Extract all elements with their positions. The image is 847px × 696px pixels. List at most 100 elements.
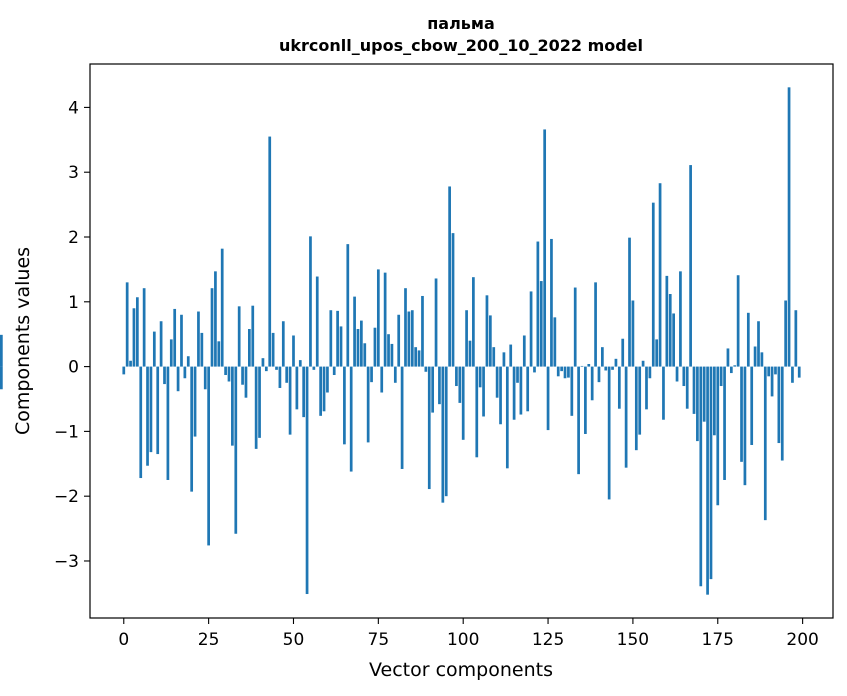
x-axis-label: Vector components bbox=[369, 659, 553, 681]
bar-182 bbox=[740, 366, 743, 462]
bar-37 bbox=[248, 329, 251, 367]
bar-174 bbox=[713, 366, 716, 436]
bar-130 bbox=[563, 366, 567, 379]
bar-56 bbox=[312, 366, 316, 370]
bar-128 bbox=[556, 366, 560, 377]
bar-112 bbox=[502, 352, 506, 367]
bar-76 bbox=[380, 366, 384, 393]
bar-143 bbox=[607, 366, 611, 500]
bar-53 bbox=[302, 366, 306, 418]
bar-114 bbox=[509, 344, 513, 367]
bar-16 bbox=[176, 366, 180, 392]
bar-154 bbox=[645, 366, 648, 410]
bar-54 bbox=[305, 366, 309, 595]
bar-13 bbox=[166, 366, 170, 480]
bar-189 bbox=[763, 366, 767, 521]
bar-176 bbox=[719, 366, 723, 387]
bar-75 bbox=[376, 269, 380, 367]
bar-179 bbox=[729, 366, 733, 374]
bar-126 bbox=[550, 238, 553, 367]
x-tick-label: 100 bbox=[447, 630, 479, 650]
y-tick-label: 0 bbox=[68, 358, 79, 378]
bar-31 bbox=[227, 366, 231, 382]
bar-193 bbox=[777, 366, 781, 444]
bar-191 bbox=[770, 366, 774, 397]
bar-39 bbox=[254, 366, 258, 449]
bar-55 bbox=[309, 236, 312, 367]
bar-63 bbox=[336, 310, 339, 367]
bar-110 bbox=[495, 366, 499, 398]
bar-121 bbox=[533, 366, 536, 373]
bar-195 bbox=[784, 300, 788, 367]
bar-99 bbox=[458, 366, 462, 403]
bar-40 bbox=[258, 366, 261, 438]
bar-183 bbox=[743, 366, 747, 486]
bar-177 bbox=[723, 366, 726, 480]
y-axis-label: Components values bbox=[12, 247, 34, 435]
x-tick-label: 125 bbox=[532, 630, 564, 650]
bar-175 bbox=[716, 366, 720, 506]
bar-131 bbox=[567, 366, 570, 378]
bar-30 bbox=[224, 366, 227, 376]
bar-51 bbox=[295, 366, 299, 410]
bar-72 bbox=[366, 366, 370, 443]
bar-87 bbox=[417, 350, 421, 367]
bar-160 bbox=[665, 275, 669, 367]
bar-33 bbox=[234, 366, 238, 534]
bar-90 bbox=[427, 366, 431, 490]
x-axis-ticks: 0 25 50 75 100 125 150 175 200 bbox=[118, 618, 819, 650]
bar-140 bbox=[597, 366, 601, 383]
bar-8 bbox=[149, 366, 153, 453]
bar-161 bbox=[668, 294, 672, 367]
bar-3 bbox=[132, 308, 136, 367]
bar-50 bbox=[292, 335, 295, 367]
chart-title-line1: пальма bbox=[427, 14, 495, 33]
bar-194 bbox=[780, 366, 784, 461]
bar-150 bbox=[631, 300, 635, 367]
bar-82 bbox=[400, 366, 404, 469]
x-tick-label: 150 bbox=[617, 630, 649, 650]
bar-34 bbox=[237, 306, 241, 367]
plot-frame bbox=[89, 63, 834, 619]
bar-23 bbox=[200, 332, 204, 367]
bar-185 bbox=[750, 366, 754, 445]
bar-104 bbox=[475, 366, 479, 458]
bar-7 bbox=[146, 366, 149, 466]
bar-19 bbox=[186, 356, 190, 367]
y-tick-label: 2 bbox=[68, 228, 79, 248]
bar-107 bbox=[485, 295, 489, 367]
bar-123 bbox=[539, 281, 543, 367]
bar-132 bbox=[570, 366, 574, 416]
bar-49 bbox=[288, 366, 292, 435]
bar-159 bbox=[662, 366, 665, 420]
bar-35 bbox=[241, 366, 244, 385]
bar-158 bbox=[658, 183, 662, 367]
bar-118 bbox=[522, 335, 526, 367]
bar-0 bbox=[122, 366, 126, 375]
bar-136 bbox=[584, 366, 587, 434]
bar-125 bbox=[546, 366, 550, 431]
bar-6 bbox=[142, 288, 146, 367]
bar-4 bbox=[135, 297, 139, 367]
bar-18 bbox=[183, 366, 187, 379]
bar-139 bbox=[594, 282, 597, 367]
bar-83 bbox=[404, 288, 407, 367]
bar-129 bbox=[560, 366, 563, 372]
bar-38 bbox=[251, 305, 255, 367]
bar-97 bbox=[451, 233, 455, 367]
bar-20 bbox=[190, 366, 194, 492]
bar-100 bbox=[461, 366, 465, 440]
bar-106 bbox=[482, 366, 485, 417]
bar-164 bbox=[679, 271, 682, 367]
bar-36 bbox=[244, 366, 248, 398]
bar-111 bbox=[499, 366, 502, 425]
bar-47 bbox=[281, 321, 285, 367]
bar-74 bbox=[373, 327, 377, 367]
bar-109 bbox=[492, 347, 496, 367]
bar-5 bbox=[139, 366, 143, 479]
bar-134 bbox=[577, 366, 580, 475]
bar-22 bbox=[197, 311, 200, 367]
bar-92 bbox=[434, 278, 438, 367]
bar-187 bbox=[757, 321, 760, 367]
